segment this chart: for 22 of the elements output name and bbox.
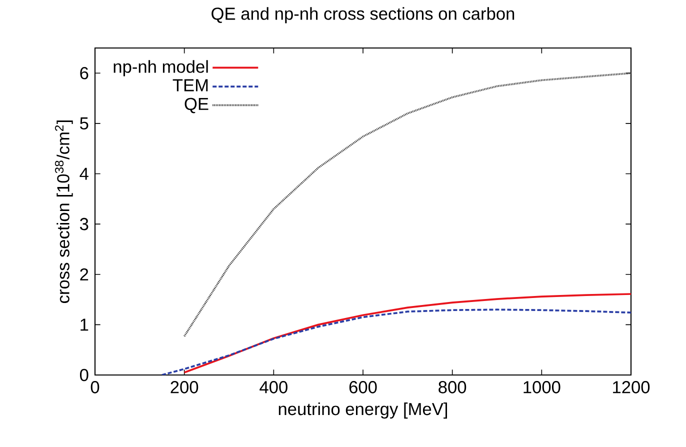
y-tick-label: 3 (80, 218, 88, 230)
legend-label: QE (184, 98, 208, 114)
x-tick-label: 1200 (613, 381, 650, 394)
line-series (161, 308, 631, 375)
y-tick-label: 0 (80, 368, 88, 382)
legend-label: np-nh model (114, 60, 208, 76)
x-tick-label: 600 (349, 381, 377, 394)
x-tick-label: 400 (260, 381, 288, 394)
x-tick-label: 800 (438, 381, 466, 394)
x-tick-label: 1000 (524, 381, 560, 394)
y-tick-label: 4 (80, 168, 88, 180)
y-tick-label: 2 (80, 268, 88, 280)
y-tick-label: 5 (80, 117, 88, 130)
y-tick-label: 6 (80, 67, 88, 80)
chart-title: QE and np-nh cross sections on carbon (212, 7, 514, 24)
x-axis-title: neutrino energy [MeV] (278, 402, 447, 419)
y-tick-label: 1 (80, 318, 88, 331)
line-series (183, 293, 631, 374)
y-axis-title: cross section [10$^{38}$/cm$^{2}$] (54, 120, 73, 303)
legend-label: TEM (172, 79, 208, 92)
x-tick-label: 0 (90, 381, 100, 394)
x-tick-label: 200 (170, 381, 198, 394)
